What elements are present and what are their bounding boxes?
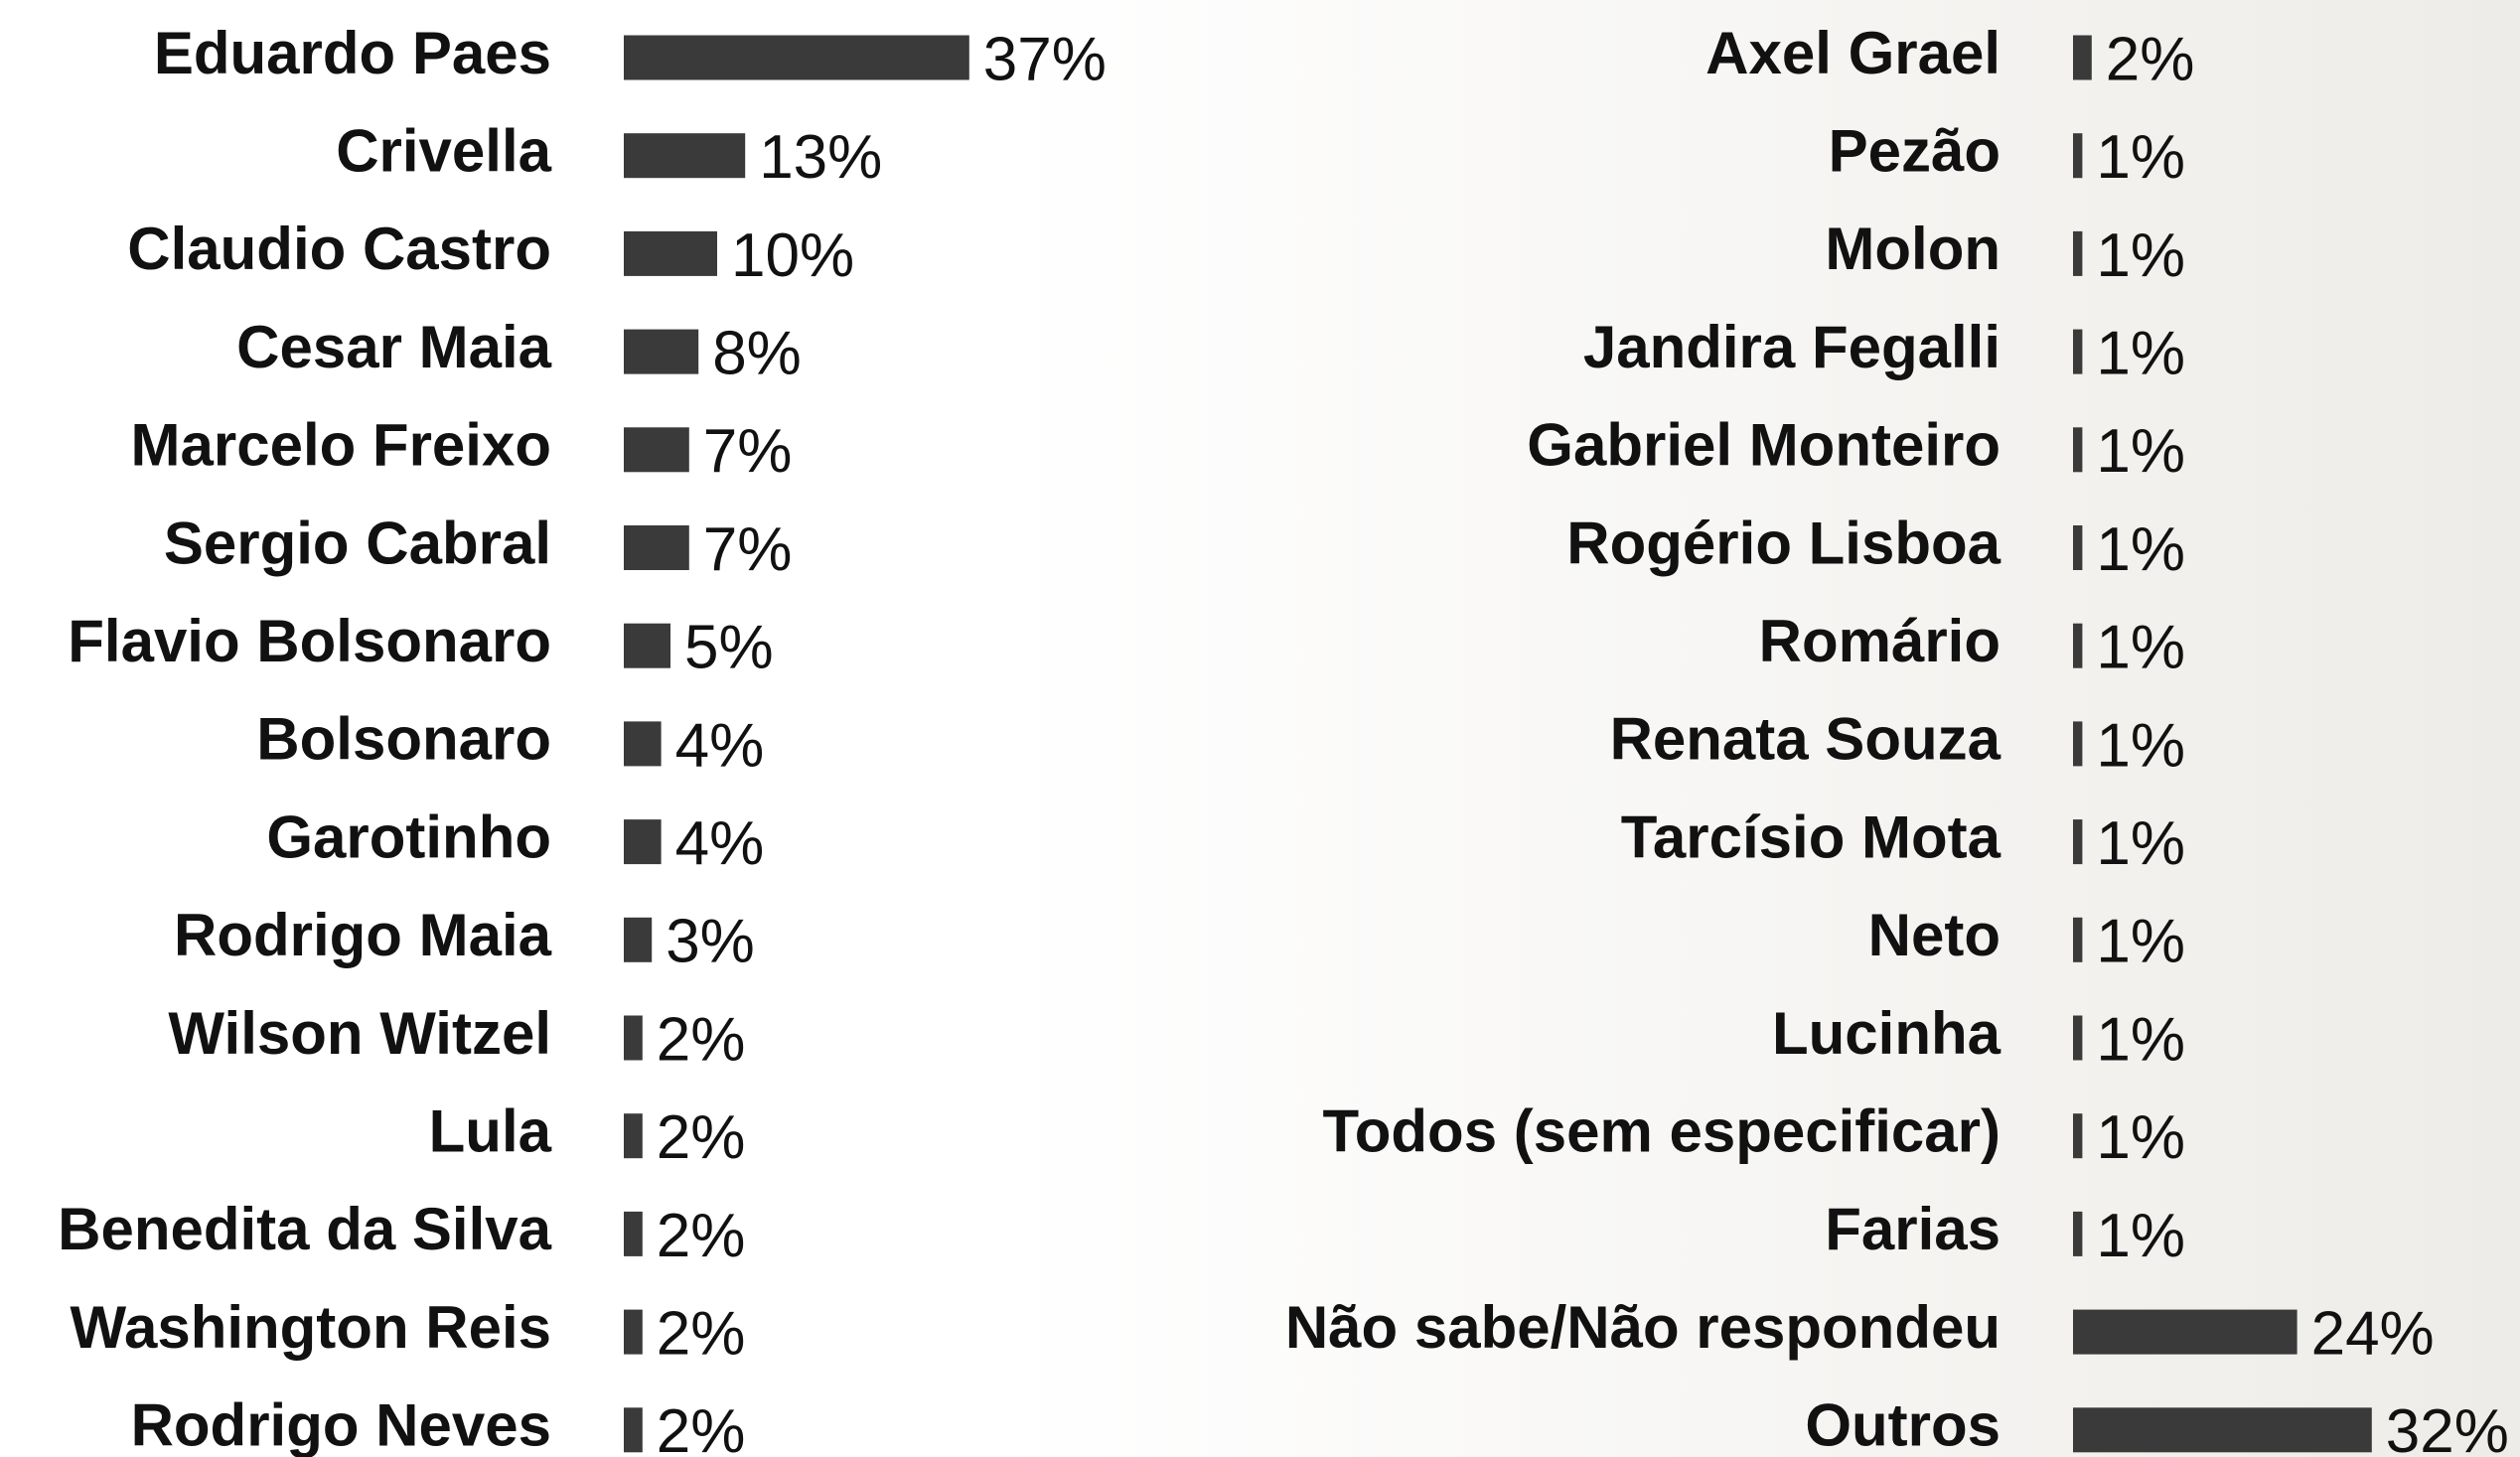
category-label: Romário (1759, 608, 2001, 674)
bar (2073, 230, 2083, 276)
value-label: 1% (2096, 1103, 2185, 1172)
category-label: Pezão (1829, 118, 2001, 185)
value-label: 1% (2096, 123, 2185, 192)
value-label: 5% (684, 614, 774, 682)
category-label: Neto (1868, 902, 2001, 968)
category-label: Gabriel Monteiro (1527, 412, 2001, 479)
value-label: 2% (657, 1397, 746, 1457)
value-label: 1% (2096, 515, 2185, 584)
bar (2073, 35, 2092, 80)
value-label: 2% (657, 1103, 746, 1172)
value-label: 1% (2096, 417, 2185, 486)
category-label: Rodrigo Neves (131, 1392, 551, 1457)
bar (624, 35, 969, 80)
category-label: Claudio Castro (127, 216, 551, 282)
category-label: Outros (1805, 1392, 2001, 1457)
category-label: Todos (sem especificar) (1323, 1098, 2001, 1165)
bar (2073, 1015, 2083, 1061)
bar (2073, 623, 2083, 668)
category-label: Lucinha (1772, 1000, 2001, 1067)
bar (2073, 819, 2083, 865)
category-label: Não sabe/Não respondeu (1285, 1294, 2001, 1361)
value-label: 13% (759, 123, 882, 192)
bar (624, 230, 717, 276)
value-label: 10% (731, 221, 854, 290)
bar (2073, 525, 2083, 570)
category-label: Wilson Witzel (168, 1000, 551, 1067)
value-label: 4% (675, 809, 765, 878)
category-label: Renata Souza (1610, 706, 2001, 773)
bar (624, 427, 689, 473)
category-label: Lula (429, 1098, 552, 1165)
value-label: 1% (2096, 1005, 2185, 1074)
value-label: 1% (2096, 809, 2185, 878)
value-label: 7% (703, 515, 793, 584)
category-label: Axel Grael (1705, 20, 2001, 86)
category-label: Cesar Maia (236, 314, 551, 380)
category-label: Washington Reis (71, 1294, 551, 1361)
bar (624, 133, 746, 179)
bar (624, 329, 699, 374)
value-label: 32% (2386, 1397, 2509, 1457)
bar (2073, 721, 2083, 767)
bar (2073, 1211, 2083, 1256)
value-label: 1% (2096, 614, 2185, 682)
value-label: 1% (2096, 221, 2185, 290)
value-label: 37% (983, 25, 1107, 93)
bar (2073, 917, 2083, 962)
category-label: Molon (1825, 216, 2001, 282)
bar (624, 721, 662, 767)
value-label: 1% (2096, 711, 2185, 780)
value-label: 2% (657, 1299, 746, 1368)
bar (624, 1113, 643, 1159)
bar (624, 917, 653, 962)
category-label: Sergio Cabral (164, 510, 551, 576)
value-label: 1% (2096, 1202, 2185, 1270)
category-label: Crivella (336, 118, 551, 185)
bar (624, 1015, 643, 1061)
category-label: Tarcísio Mota (1621, 803, 2001, 870)
bar (624, 819, 662, 865)
value-label: 2% (2106, 25, 2195, 93)
category-label: Rogério Lisboa (1566, 510, 2001, 576)
bar (2073, 1407, 2372, 1453)
category-label: Marcelo Freixo (131, 412, 552, 479)
bar (2073, 1113, 2083, 1159)
bar (2073, 1309, 2298, 1355)
bar (2073, 133, 2083, 179)
category-label: Rodrigo Maia (174, 902, 552, 968)
value-label: 2% (657, 1005, 746, 1074)
bar (624, 1407, 643, 1453)
category-label: Farias (1825, 1196, 2001, 1262)
category-label: Benedita da Silva (58, 1196, 551, 1262)
category-label: Eduardo Paes (154, 20, 551, 86)
value-label: 7% (703, 417, 793, 486)
bar (2073, 427, 2083, 473)
value-label: 2% (657, 1202, 746, 1270)
category-label: Bolsonaro (256, 706, 551, 773)
value-label: 8% (712, 319, 802, 387)
category-label: Jandira Fegalli (1583, 314, 2001, 380)
value-label: 3% (666, 908, 755, 976)
bar (624, 525, 689, 570)
category-label: Garotinho (266, 803, 551, 870)
bar (624, 1211, 643, 1256)
value-label: 4% (675, 711, 765, 780)
value-label: 24% (2311, 1299, 2435, 1368)
value-label: 1% (2096, 319, 2185, 387)
value-label: 1% (2096, 908, 2185, 976)
bar (624, 623, 670, 668)
category-label: Flavio Bolsonaro (68, 608, 551, 674)
bar (624, 1309, 643, 1355)
bar (2073, 329, 2083, 374)
